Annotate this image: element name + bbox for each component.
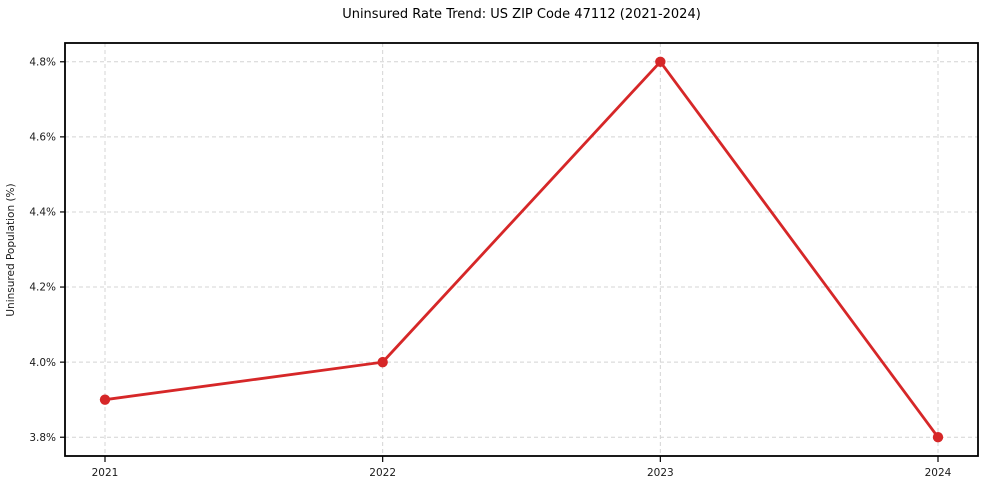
trend-line (103, 60, 940, 439)
plot-area (65, 43, 978, 456)
y-axis-label: Uninsured Population (%) (5, 183, 17, 316)
chart-title: Uninsured Rate Trend: US ZIP Code 47112 … (342, 7, 701, 22)
y-tick-label: 4.2% (29, 282, 56, 294)
x-tick-label: 2022 (369, 467, 396, 479)
data-point (932, 432, 944, 443)
x-tick-label: 2021 (92, 467, 119, 479)
data-point (99, 394, 111, 405)
y-tick-label: 4.6% (29, 132, 56, 144)
y-tick-label: 4.0% (29, 357, 56, 369)
y-tick-label: 4.8% (29, 56, 56, 68)
data-point (377, 356, 388, 368)
plot-border (64, 42, 979, 457)
plot-group: 3.8% 4.0% 4.2% 4.4% 4.6% 4.8% 2021 2022 2023 2024 (29, 42, 979, 479)
y-tick-label: 4.4% (29, 207, 56, 219)
data-point (655, 56, 666, 67)
y-tick-label: 3.8% (29, 432, 56, 444)
x-tick-label: 2024 (925, 467, 952, 479)
x-tick-label: 2023 (647, 467, 674, 479)
